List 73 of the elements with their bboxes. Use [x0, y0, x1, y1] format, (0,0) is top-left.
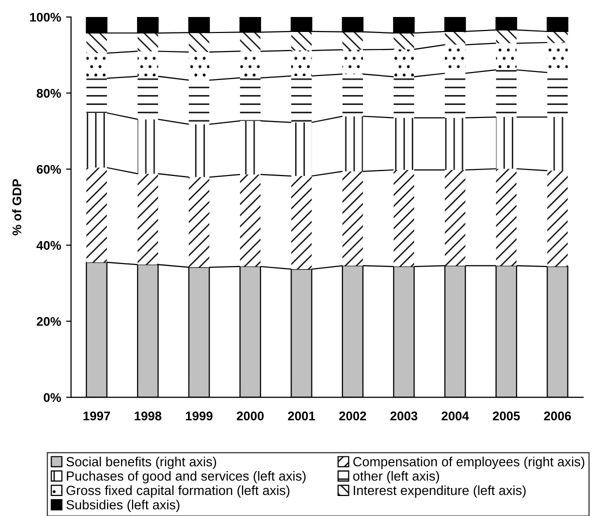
bar — [86, 78, 107, 113]
bar — [342, 171, 363, 266]
bar — [342, 116, 363, 172]
legend-label: Compensation of employees (right axis) — [353, 456, 584, 469]
bar — [138, 174, 158, 265]
bar — [342, 74, 363, 116]
bar — [547, 170, 568, 266]
bar — [444, 73, 466, 118]
bar — [291, 76, 312, 122]
bar — [188, 52, 210, 80]
legend-label: Social benefits (right axis) — [66, 456, 216, 469]
x-tick-label: 1999 — [186, 412, 212, 420]
bar — [394, 49, 414, 77]
bar — [547, 72, 568, 118]
bar — [342, 50, 363, 74]
bar — [444, 44, 466, 74]
y-axis-title: % of GDP — [12, 179, 22, 236]
bar — [444, 170, 466, 266]
bar — [394, 76, 414, 118]
bar — [188, 80, 210, 124]
x-tick-label: 1997 — [84, 412, 110, 420]
y-tick-label: 60% — [36, 164, 61, 174]
bar — [240, 120, 261, 174]
bar — [86, 33, 107, 54]
x-tick-label: 2001 — [288, 412, 316, 420]
bar — [240, 174, 261, 266]
bar — [86, 168, 107, 262]
bar — [291, 176, 312, 270]
y-tick-label: 40% — [36, 241, 61, 250]
bar — [394, 170, 414, 266]
bar — [291, 31, 312, 50]
bar — [138, 119, 158, 174]
y-tick-label: 80% — [36, 88, 61, 98]
bar — [496, 43, 517, 70]
bar — [86, 112, 107, 168]
x-tick-label: 2000 — [236, 412, 264, 420]
y-tick-label: 0% — [44, 393, 61, 402]
legend-label: Interest expenditure (left axis) — [354, 485, 526, 498]
bar — [496, 70, 517, 118]
x-tick-label: 2006 — [544, 412, 571, 420]
bar — [188, 32, 210, 52]
legend-label: Subsidies (left axis) — [66, 500, 180, 512]
bar — [496, 117, 517, 169]
bar — [496, 168, 517, 266]
bar — [138, 51, 158, 76]
bar — [188, 124, 210, 178]
y-tick-label: 20% — [36, 317, 61, 326]
bar — [240, 32, 261, 52]
legend-label: Puchases of good and services (left axis) — [66, 471, 306, 484]
bar — [394, 118, 414, 170]
x-tick-label: 2003 — [390, 412, 418, 420]
x-tick-label: 2005 — [492, 412, 520, 420]
bar — [138, 33, 158, 52]
bar — [444, 31, 466, 45]
y-tick-label: 100% — [30, 12, 61, 22]
bar — [547, 31, 568, 43]
x-tick-label: 1998 — [134, 412, 162, 420]
legend-label: other (left axis) — [353, 471, 440, 484]
bar — [138, 76, 158, 120]
x-tick-label: 2002 — [339, 412, 366, 420]
bar — [547, 42, 568, 73]
bar — [291, 122, 312, 176]
bar — [394, 33, 414, 50]
bar — [188, 177, 210, 268]
bar — [342, 32, 363, 50]
bar — [240, 51, 261, 78]
bar — [86, 53, 107, 78]
bar — [291, 50, 312, 76]
legend-label: Gross fixed capital formation (left axis) — [66, 485, 290, 498]
bar — [240, 78, 261, 121]
x-tick-label: 2004 — [442, 412, 469, 420]
bar — [496, 30, 517, 44]
bar — [444, 118, 466, 170]
